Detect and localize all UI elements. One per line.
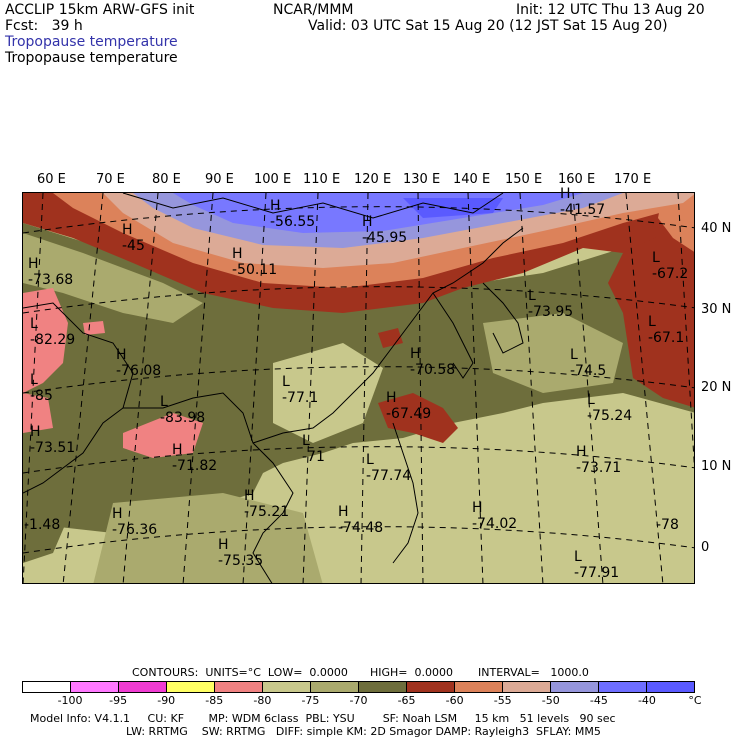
map-label-17: L -75.24 bbox=[587, 392, 633, 424]
legend-tick: -45 bbox=[589, 694, 608, 707]
lon-label-80e: 80 E bbox=[152, 172, 181, 187]
lon-label-150e: 150 E bbox=[505, 172, 543, 187]
map-label-18: H -73.71 bbox=[576, 444, 622, 476]
lon-label-140e: 140 E bbox=[453, 172, 491, 187]
legend-tick: -90 bbox=[157, 694, 176, 707]
map-label-22: L -71 bbox=[302, 433, 325, 465]
lon-label-170e: 170 E bbox=[614, 172, 652, 187]
lon-label-110e: 110 E bbox=[303, 172, 341, 187]
legend-swatch-14 bbox=[647, 682, 694, 692]
lon-label-160e: 160 E bbox=[558, 172, 596, 187]
lat-label-30n: 30 N bbox=[701, 302, 732, 317]
legend-swatch-9 bbox=[407, 682, 455, 692]
legend-tick: -40 bbox=[637, 694, 656, 707]
map-label-23: L -77.74 bbox=[366, 452, 412, 484]
map-panel bbox=[22, 192, 695, 584]
legend-tick: -65 bbox=[397, 694, 416, 707]
temperature-field bbox=[23, 193, 694, 583]
map-label-14: H -67.49 bbox=[386, 390, 432, 422]
map-label-21: H -71.82 bbox=[172, 442, 218, 474]
legend-tick: -75 bbox=[301, 694, 320, 707]
map-label-11: H -73.51 bbox=[30, 424, 76, 456]
legend-tick: -80 bbox=[253, 694, 272, 707]
map-label-6: H -73.68 bbox=[28, 256, 74, 288]
org-label: NCAR/MMM bbox=[273, 2, 354, 18]
lat-label-20n: 20 N bbox=[701, 380, 732, 395]
legend-swatch-11 bbox=[503, 682, 551, 692]
map-label-13: H -70.58 bbox=[410, 346, 456, 378]
map-label-26: H -74.48 bbox=[338, 504, 384, 536]
legend-swatch-5 bbox=[215, 682, 263, 692]
legend-swatch-7 bbox=[311, 682, 359, 692]
lat-label-0: 0 bbox=[701, 540, 710, 555]
legend-swatch-2 bbox=[71, 682, 119, 692]
map-label-27: H -74.02 bbox=[472, 500, 518, 532]
legend-swatch-12 bbox=[551, 682, 599, 692]
lat-label-40n: 40 N bbox=[701, 221, 732, 236]
lon-label-90e: 90 E bbox=[205, 172, 234, 187]
forecast-hour: Fcst: 39 h bbox=[5, 18, 83, 34]
map-label-15: L -73.95 bbox=[528, 288, 574, 320]
legend-tick: °C bbox=[688, 694, 702, 707]
legend-swatch-4 bbox=[167, 682, 215, 692]
field-title-blue: Tropopause temperature bbox=[5, 34, 178, 50]
map-label-29: L -77.91 bbox=[574, 549, 620, 581]
map-label-16: L -74.5 bbox=[570, 347, 607, 379]
map-label-5: H -50.11 bbox=[232, 246, 278, 278]
map-label-12: L -77.1 bbox=[282, 374, 319, 406]
legend-swatch-1 bbox=[23, 682, 71, 692]
lon-label-70e: 70 E bbox=[96, 172, 125, 187]
lon-label-100e: 100 E bbox=[254, 172, 292, 187]
lon-label-60e: 60 E bbox=[37, 172, 66, 187]
lon-label-120e: 120 E bbox=[354, 172, 392, 187]
legend-tick: -85 bbox=[205, 694, 224, 707]
legend-tick: -95 bbox=[109, 694, 128, 707]
init-time: Init: 12 UTC Thu 13 Aug 20 bbox=[516, 2, 705, 18]
color-legend bbox=[22, 681, 695, 693]
map-label-9: L -85 bbox=[30, 372, 53, 404]
valid-time: Valid: 03 UTC Sat 15 Aug 20 (12 JST Sat … bbox=[308, 18, 668, 34]
legend-swatch-10 bbox=[455, 682, 503, 692]
contour-interval: INTERVAL= 1000.0 bbox=[478, 666, 589, 679]
legend-swatch-6 bbox=[263, 682, 311, 692]
legend-swatch-13 bbox=[599, 682, 647, 692]
legend-tick: -55 bbox=[493, 694, 512, 707]
legend-tick: -100 bbox=[57, 694, 83, 707]
contour-units: CONTOURS: UNITS=°C LOW= 0.0000 bbox=[132, 666, 348, 679]
map-label-31: -78 bbox=[656, 517, 679, 533]
map-label-24: H -76.36 bbox=[112, 506, 158, 538]
model-title: ACCLIP 15km ARW-GFS init bbox=[5, 2, 195, 18]
map-label-19: L -67.2 bbox=[652, 250, 689, 282]
map-label-8: H -76.08 bbox=[116, 347, 162, 379]
map-label-7: L -82.29 bbox=[30, 316, 76, 348]
legend-tick: -60 bbox=[445, 694, 464, 707]
map-label-4: H -41.57 bbox=[560, 186, 606, 218]
lon-label-130e: 130 E bbox=[403, 172, 441, 187]
model-info-line1: Model Info: V4.1.1 CU: KF MP: WDM 6class… bbox=[30, 712, 616, 725]
legend-tick: -50 bbox=[541, 694, 560, 707]
map-label-3: H -45.95 bbox=[362, 214, 408, 246]
field-title-black: Tropopause temperature bbox=[5, 50, 178, 66]
map-label-25: H -75.21 bbox=[244, 488, 290, 520]
map-label-30: -1.48 bbox=[24, 517, 61, 533]
lat-label-10n: 10 N bbox=[701, 459, 732, 474]
map-label-20: L -67.1 bbox=[648, 314, 685, 346]
legend-swatch-3 bbox=[119, 682, 167, 692]
map-label-28: H -75.35 bbox=[218, 537, 264, 569]
map-label-1: H -45 bbox=[122, 222, 145, 254]
map-label-10: L -83.98 bbox=[160, 394, 206, 426]
map-label-2: H -56.55 bbox=[270, 198, 316, 230]
legend-tick: -70 bbox=[349, 694, 368, 707]
contour-high: HIGH= 0.0000 bbox=[370, 666, 454, 679]
legend-swatch-8 bbox=[359, 682, 407, 692]
model-info-line2: LW: RRTMG SW: RRTMG DIFF: simple KM: 2D … bbox=[126, 725, 601, 738]
